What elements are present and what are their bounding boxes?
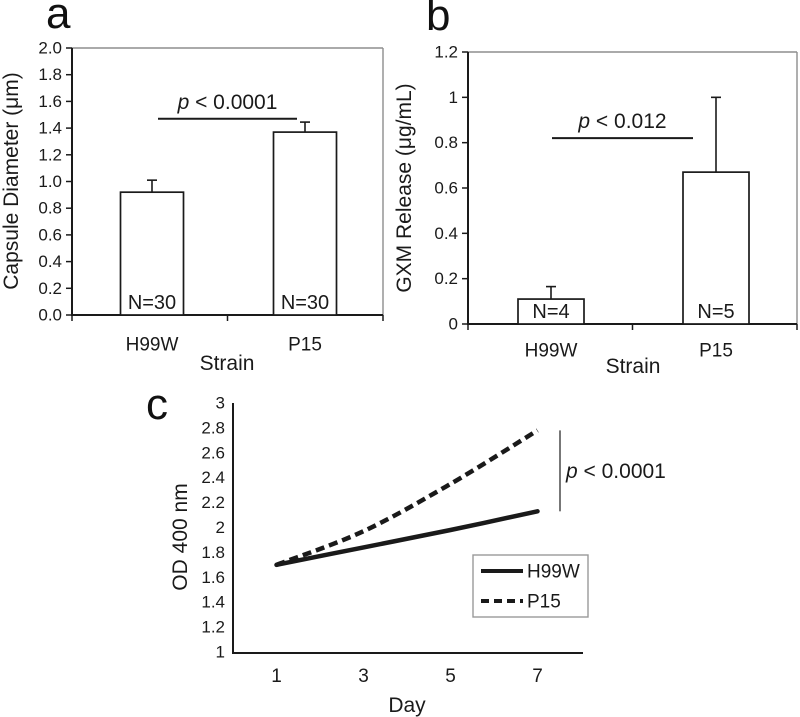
- y-tick-label: 0.8: [38, 199, 62, 218]
- x-axis-title: Day: [388, 694, 426, 717]
- bar-n-label: N=30: [281, 292, 329, 314]
- bar-n-label: N=30: [128, 292, 176, 314]
- y-tick-label: 1.6: [38, 92, 62, 111]
- bar-h99w: [517, 298, 585, 325]
- y-tick-label: 1.4: [38, 119, 62, 138]
- y-tick-label: 0.6: [434, 179, 458, 198]
- y-tick-label: 2.6: [201, 443, 225, 462]
- bar-n-label: N=4: [532, 301, 569, 323]
- y-tick-label: 2.8: [201, 418, 225, 437]
- y-tick-label: 1.2: [38, 145, 62, 164]
- category-label: P15: [699, 341, 733, 362]
- category-label: H99W: [126, 335, 179, 356]
- y-tick-label: 0.8: [434, 133, 458, 152]
- panel-c: 1 1.2 1.4 1.6 1.8 2 2.2 2.4 2.6 2.8 3 1 3 5 7 p < 0.000…: [169, 394, 666, 717]
- legend-label: P15: [527, 592, 561, 613]
- y-tick-label: 2.0: [38, 39, 62, 58]
- y-tick-label: 1.8: [38, 65, 62, 84]
- bar-n-label: N=5: [697, 301, 734, 323]
- y-tick-label: 1.4: [201, 593, 225, 612]
- y-tick-label: 1.8: [201, 543, 225, 562]
- panel-c-letter: c: [146, 380, 168, 429]
- p-symbol: p: [177, 91, 190, 114]
- x-tick-label: 3: [358, 666, 369, 687]
- panel-a: 0.0 0.2 0.4 0.6 0.8 1.0 1.2 1.4 1.6 1.8 2.0 N=30 H99…: [0, 39, 384, 375]
- category-label: H99W: [525, 341, 578, 362]
- legend-label: H99W: [527, 562, 580, 583]
- p-symbol: p: [577, 110, 590, 133]
- p-comparison: < 0.012: [590, 110, 666, 133]
- y-tick-label: 0.0: [38, 306, 62, 325]
- y-tick-label: 1.2: [434, 43, 458, 62]
- y-tick-label: 2.2: [201, 493, 225, 512]
- y-axis-title: Capsule Diameter (μm): [0, 72, 23, 290]
- y-tick-label: 0.4: [38, 252, 62, 271]
- x-axis-title: Strain: [200, 352, 255, 375]
- y-tick-label: 0.4: [434, 224, 458, 243]
- p-comparison: < 0.0001: [189, 91, 277, 114]
- y-tick-label: 0.2: [434, 269, 458, 288]
- y-tick-label: 0.6: [38, 225, 62, 244]
- legend-box: [472, 554, 589, 618]
- p-comparison: < 0.0001: [578, 460, 666, 483]
- y-axis-title: OD 400 nm: [169, 483, 192, 590]
- p-symbol: p: [565, 460, 578, 483]
- bar-h99w: [119, 191, 185, 316]
- y-tick-label: 1: [216, 643, 225, 662]
- panel-a-letter: a: [46, 0, 71, 38]
- x-tick-label: 7: [532, 666, 543, 687]
- category-label: P15: [288, 335, 322, 356]
- y-tick-label: 1.6: [201, 568, 225, 587]
- y-tick-label: 1.2: [201, 618, 225, 637]
- panel-b-letter: b: [426, 0, 451, 40]
- bar-p15: [682, 171, 750, 325]
- x-axis-title: Strain: [606, 355, 661, 378]
- y-tick-label: 2: [216, 518, 225, 537]
- significance-text: p < 0.0001: [177, 91, 278, 114]
- y-tick-label: 1.0: [38, 172, 62, 191]
- y-tick-label: 3: [216, 394, 225, 413]
- bar-p15: [272, 131, 338, 316]
- panel-b: 0 0.2 0.4 0.6 0.8 1 1.2 N=4 H99W N=5 P15 p < 0.012 S…: [393, 43, 798, 378]
- x-tick-label: 1: [271, 666, 282, 687]
- y-axis-title: GXM Release (μg/mL): [393, 83, 416, 292]
- significance-text: p < 0.012: [577, 110, 666, 133]
- y-tick-label: 2.4: [201, 468, 225, 487]
- p-value-text: p < 0.0001: [565, 460, 666, 483]
- y-tick-label: 1: [449, 88, 458, 107]
- series-line-p15: [275, 428, 539, 567]
- y-tick-label: 0: [449, 315, 458, 334]
- series-line-h99w: [274, 509, 540, 568]
- y-tick-label: 0.2: [38, 279, 62, 298]
- x-tick-label: 5: [445, 666, 456, 687]
